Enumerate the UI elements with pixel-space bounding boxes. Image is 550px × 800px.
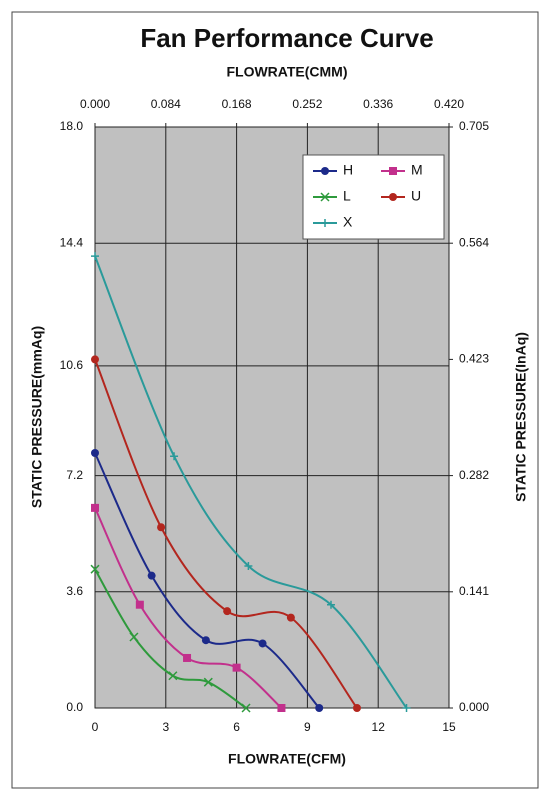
marker [91, 252, 99, 261]
legend-marker [321, 219, 329, 227]
series-line [94, 507, 283, 709]
marker [232, 663, 241, 672]
y2-tick-label: 0.000 [459, 700, 489, 714]
series-line [94, 255, 408, 709]
y2-tick-label: 0.705 [459, 119, 489, 133]
x-tick-label: 6 [233, 720, 240, 734]
y-tick-label: 7.2 [66, 468, 83, 482]
x2-tick-label: 0.336 [363, 97, 393, 111]
legend-marker [320, 192, 330, 202]
x2-tick-label: 0.168 [222, 97, 252, 111]
marker [91, 449, 99, 458]
legend-label: L [343, 188, 351, 204]
marker [277, 704, 286, 712]
marker [129, 632, 139, 642]
legend-label: X [343, 214, 353, 230]
marker [183, 653, 192, 662]
frame [11, 11, 539, 789]
marker [327, 600, 335, 609]
x2-tick-label: 0.252 [292, 97, 322, 111]
y2-tick-label: 0.564 [459, 235, 489, 249]
y-tick-label: 18.0 [60, 119, 84, 133]
legend-label: U [411, 188, 421, 204]
marker [352, 704, 361, 712]
legend-label: M [411, 162, 423, 178]
legend-marker [389, 167, 397, 175]
x-tick-label: 15 [442, 720, 456, 734]
x2-tick-label: 0.420 [434, 97, 464, 111]
marker [315, 704, 324, 712]
marker [201, 636, 210, 645]
y2-tick-label: 0.423 [459, 352, 489, 366]
legend-marker [389, 193, 397, 201]
y2-tick-label: 0.141 [459, 584, 489, 598]
marker [135, 600, 144, 609]
x-tick-label: 0 [92, 720, 99, 734]
legend-label: H [343, 162, 353, 178]
x-tick-label: 9 [304, 720, 311, 734]
legend: H M L U X [302, 154, 445, 240]
chart-title: Fan Performance Curve [140, 23, 433, 53]
marker [223, 607, 232, 616]
x-tick-label: 12 [372, 720, 386, 734]
marker [402, 704, 411, 712]
y2-axis-title: STATIC PRESSURE(InAq) [513, 332, 529, 502]
marker [241, 703, 251, 713]
x-tick-label: 3 [162, 720, 169, 734]
y-tick-label: 0.0 [66, 700, 83, 714]
marker [90, 564, 100, 574]
marker [258, 639, 267, 648]
x2-tick-label: 0.084 [151, 97, 181, 111]
x2-axis-title: FLOWRATE(CMM) [226, 64, 347, 80]
series-line [94, 359, 358, 709]
legend-marker [321, 167, 329, 175]
y2-tick-label: 0.282 [459, 468, 489, 482]
y-axis-title: STATIC PRESSURE(mmAq) [29, 326, 45, 508]
marker [147, 571, 156, 580]
y-tick-label: 14.4 [60, 235, 84, 249]
y-tick-label: 10.6 [60, 358, 84, 372]
marker [91, 503, 99, 512]
marker [203, 677, 213, 687]
marker [286, 613, 295, 622]
marker [244, 561, 253, 570]
x-axis-title: FLOWRATE(CFM) [228, 751, 346, 767]
x2-tick-label: 0.000 [80, 97, 110, 111]
y-tick-label: 3.6 [66, 584, 83, 598]
marker [168, 671, 178, 681]
marker [157, 523, 166, 532]
marker [91, 355, 99, 364]
marker [170, 452, 179, 461]
